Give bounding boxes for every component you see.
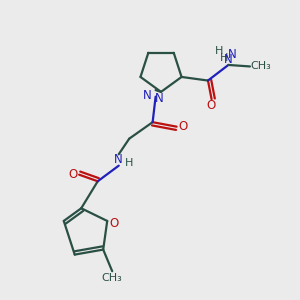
Text: H: H <box>125 158 134 168</box>
Text: O: O <box>109 217 119 230</box>
Text: N: N <box>224 53 232 66</box>
Text: H: H <box>215 46 224 56</box>
Text: CH₃: CH₃ <box>250 61 271 71</box>
Text: O: O <box>68 168 77 181</box>
Text: CH₃: CH₃ <box>102 273 123 283</box>
Text: N: N <box>114 153 122 166</box>
Text: N: N <box>155 92 164 105</box>
Text: N: N <box>143 89 152 102</box>
Text: O: O <box>178 120 188 133</box>
Text: H: H <box>220 53 228 63</box>
Text: O: O <box>206 99 216 112</box>
Text: N: N <box>228 48 236 61</box>
